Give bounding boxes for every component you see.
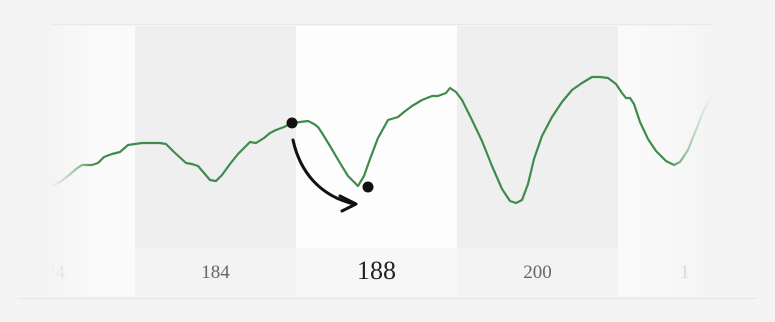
arrow-head-icon: [338, 194, 358, 213]
timeline-label-selected: 188: [357, 256, 396, 285]
timeline-label: 184: [201, 262, 230, 283]
trend-sparkline: [52, 75, 712, 213]
top-divider: [52, 24, 712, 25]
timeline-column[interactable]: 200: [457, 26, 618, 296]
drag-start-marker[interactable]: [286, 117, 298, 129]
trend-line: [52, 75, 712, 205]
timeline-label: 1: [680, 262, 690, 283]
timeline-label: 200: [523, 262, 552, 283]
timeline-slider[interactable]: 74 184 188 200 1: [52, 26, 712, 296]
curved-arrow-icon: [291, 138, 356, 206]
timeline-column[interactable]: 184: [135, 26, 296, 296]
timeline-label: 74: [52, 262, 65, 283]
timeline-column-selected[interactable]: 188: [296, 26, 457, 296]
bottom-divider: [18, 298, 757, 299]
drag-end-marker[interactable]: [362, 181, 374, 193]
